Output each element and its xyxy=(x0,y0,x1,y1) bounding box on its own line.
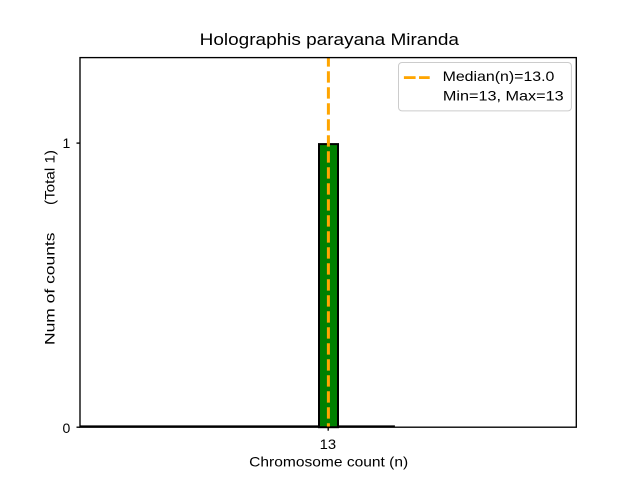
svg-text:13: 13 xyxy=(320,436,337,452)
svg-text:Holographis parayana Miranda: Holographis parayana Miranda xyxy=(200,30,460,49)
svg-text:Chromosome count (n): Chromosome count (n) xyxy=(249,454,408,470)
svg-text:(Total 1): (Total 1) xyxy=(42,150,58,205)
svg-text:Num of counts: Num of counts xyxy=(42,233,58,346)
svg-text:0: 0 xyxy=(63,420,71,436)
svg-text:Min=13, Max=13: Min=13, Max=13 xyxy=(443,87,564,103)
svg-text:Median(n)=13.0: Median(n)=13.0 xyxy=(443,68,555,84)
svg-text:1: 1 xyxy=(63,135,71,151)
